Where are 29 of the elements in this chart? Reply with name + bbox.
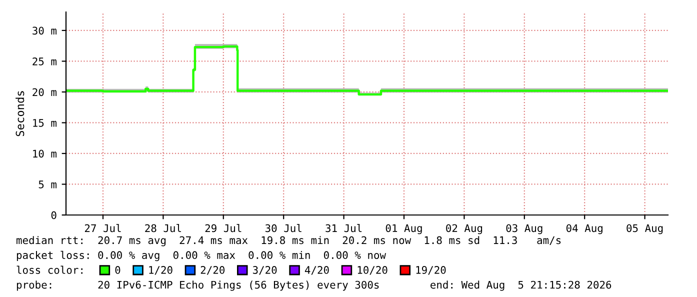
text: probe: 20 IPv6-ICMP Echo Pings (56 Bytes) every 300s end: Wed Aug 5 21:15:28 2026	[16, 280, 612, 291]
y-tick-label: 15 m	[33, 119, 56, 127]
legend-label: 19/20	[416, 266, 446, 275]
legend-title: loss color:	[16, 266, 82, 274]
y-tick-label: 25 m	[32, 57, 56, 66]
x-tick-label: 31 Jul	[326, 224, 362, 232]
y-tick-label: 5 m	[38, 180, 56, 188]
text: packet loss: 0.00 % avg 0.00 % max 0.00 % min 0.00 % now	[16, 250, 386, 262]
x-tick-label: 29 Jul	[205, 224, 242, 232]
x-tick-label: 04 Aug	[566, 224, 602, 234]
y-tick-label: 30 m	[32, 26, 56, 35]
legend-label: 4/20	[304, 266, 329, 275]
y-tick-label: 10 m	[33, 150, 56, 158]
y-tick-label: 20 m	[32, 88, 56, 96]
y-tick-label: 0	[51, 211, 56, 220]
legend-label: 3/20	[252, 266, 277, 275]
x-tick-label: 30 Jul	[265, 224, 302, 232]
legend-label: 1/20	[149, 266, 172, 275]
x-tick-label: 05 Aug	[626, 224, 663, 234]
x-tick-label: 03 Aug	[506, 224, 542, 234]
y-axis-title: Seconds	[16, 91, 24, 136]
legend-label: 0	[115, 266, 120, 274]
x-tick-label: 01 Aug	[386, 224, 422, 234]
text: median rtt: 20.7 ms avg 27.4 ms max 19.8 ms min 20.2 ms now 1.8 ms sd 11.3 am/s	[16, 236, 561, 246]
legend-label: 2/20	[200, 266, 225, 275]
x-tick-label: 02 Aug	[446, 224, 482, 234]
legend-label: 10/20	[358, 266, 388, 275]
x-tick-label: 27 Jul	[84, 224, 121, 232]
x-tick-label: 28 Jul	[145, 224, 181, 232]
